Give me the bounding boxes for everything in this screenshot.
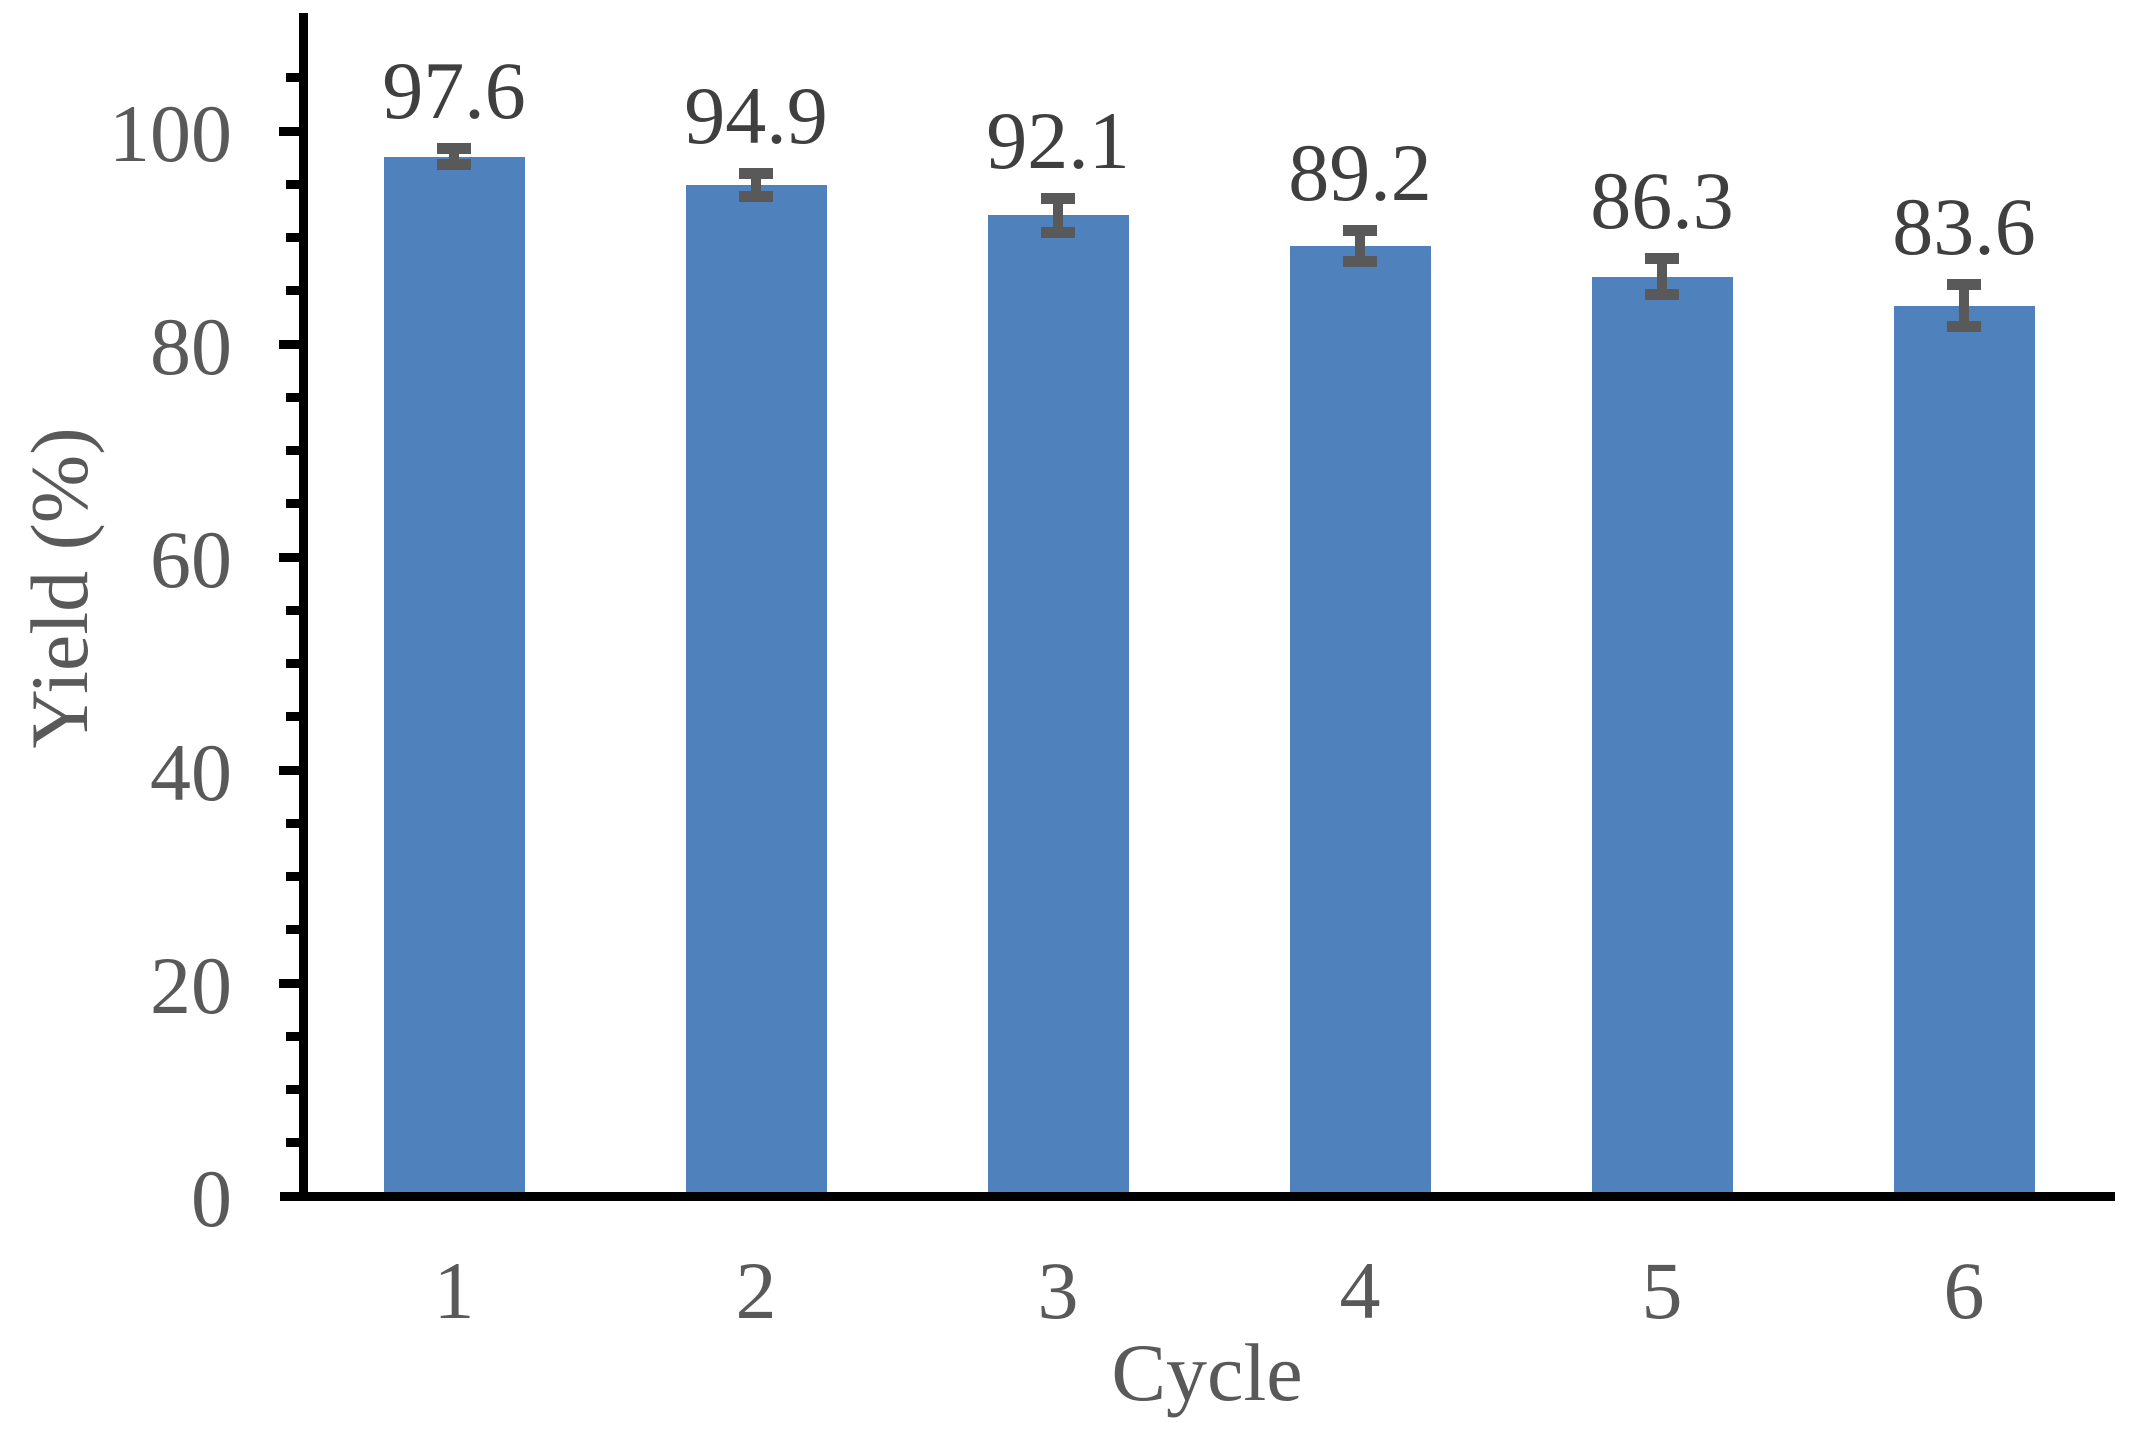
y-tick-label: 0	[191, 1153, 232, 1244]
y-minor-tick	[286, 712, 306, 722]
error-bar-stem	[1355, 224, 1365, 268]
bar	[383, 156, 525, 1196]
error-bar-cap-bottom	[1041, 226, 1075, 238]
error-bar-cap-bottom	[1645, 289, 1679, 301]
error-bar-cap-top	[1645, 253, 1679, 265]
error-bar-cap-bottom	[739, 191, 773, 203]
x-tick-label: 1	[433, 1245, 475, 1336]
y-major-tick	[279, 765, 306, 775]
y-tick-label: 60	[150, 514, 232, 605]
error-bar-cap-top	[1343, 224, 1377, 236]
bar	[987, 215, 1129, 1196]
error-bar-cap-bottom	[1947, 321, 1981, 333]
error-bar-cap-bottom	[437, 159, 471, 171]
y-minor-tick	[286, 446, 306, 455]
bar	[685, 185, 827, 1196]
error-bar-stem	[1959, 279, 1969, 333]
bar-value-label: 89.2	[1288, 126, 1432, 218]
y-minor-tick	[286, 1085, 306, 1094]
y-tick-label: 20	[150, 940, 232, 1031]
bar	[1893, 305, 2035, 1196]
bar-value-label: 92.1	[986, 94, 1130, 186]
x-tick-label: 5	[1641, 1245, 1683, 1336]
x-axis-line	[280, 1191, 2115, 1201]
bar-value-label: 83.6	[1892, 181, 2036, 273]
y-minor-tick	[286, 1031, 306, 1041]
y-tick-label: 40	[150, 727, 232, 818]
y-minor-tick	[286, 392, 306, 402]
error-bar-stem	[1657, 253, 1667, 301]
y-minor-tick	[286, 179, 306, 189]
error-bar-cap-top	[1947, 279, 1981, 291]
x-tick-label: 2	[735, 1245, 777, 1336]
x-tick-label: 3	[1037, 1245, 1079, 1336]
y-minor-tick	[286, 233, 306, 242]
y-minor-tick	[286, 286, 306, 296]
error-bar-cap-top	[437, 142, 471, 154]
y-major-tick	[279, 552, 306, 562]
error-bar-stem	[1053, 192, 1063, 238]
error-bar-stem	[449, 142, 459, 171]
y-minor-tick	[286, 73, 306, 83]
y-minor-tick	[286, 499, 306, 509]
x-axis-title: Cycle	[1111, 1327, 1303, 1418]
bar	[1591, 276, 1733, 1196]
error-bar-cap-top	[1041, 192, 1075, 204]
y-minor-tick	[286, 1138, 306, 1148]
error-bar-cap-top	[739, 168, 773, 180]
y-minor-tick	[286, 659, 306, 668]
bar	[1289, 246, 1431, 1196]
bar-value-label: 86.3	[1590, 155, 1734, 247]
bar-value-label: 97.6	[382, 44, 526, 136]
y-major-tick	[279, 126, 306, 136]
y-tick-label: 80	[150, 301, 232, 392]
error-bar-stem	[751, 168, 761, 203]
bar-value-label: 94.9	[684, 70, 828, 162]
y-major-tick	[279, 978, 306, 988]
y-minor-tick	[286, 925, 306, 935]
y-major-tick	[279, 339, 306, 349]
y-minor-tick	[286, 605, 306, 615]
x-tick-label: 4	[1339, 1245, 1381, 1336]
y-minor-tick	[286, 818, 306, 828]
x-tick-label: 6	[1943, 1245, 1985, 1336]
error-bar-cap-bottom	[1343, 256, 1377, 268]
y-minor-tick	[286, 872, 306, 881]
y-tick-label: 100	[109, 88, 232, 179]
